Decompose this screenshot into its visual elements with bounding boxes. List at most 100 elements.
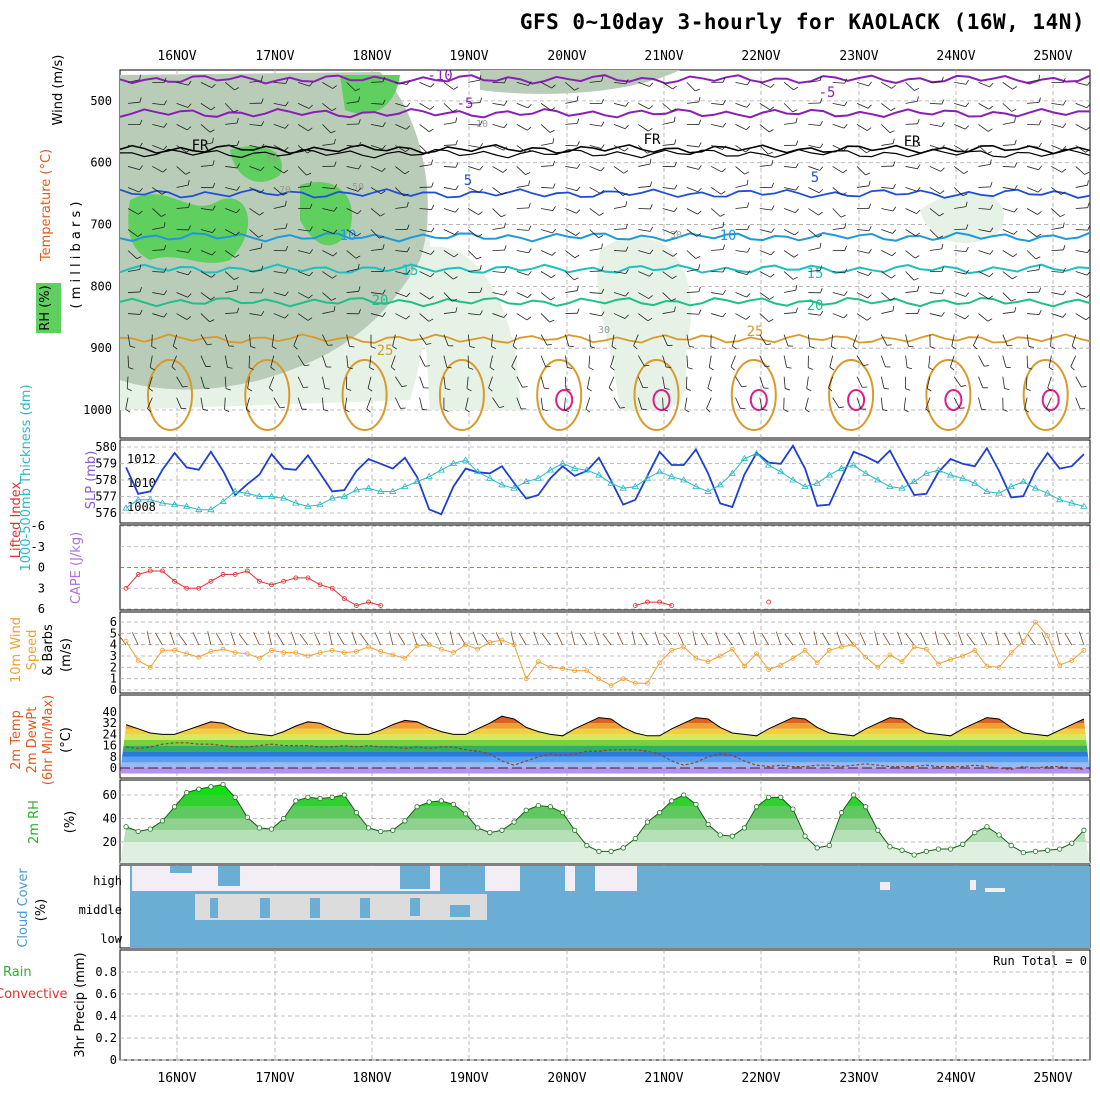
wind-barb xyxy=(152,292,165,296)
wind-barb xyxy=(443,250,455,258)
wind-barb xyxy=(127,291,141,293)
wind-barb xyxy=(662,82,673,90)
wind-barb xyxy=(978,376,984,388)
wind-barb xyxy=(565,250,576,259)
wind-barb-tick xyxy=(491,346,497,350)
wind-barb-tick xyxy=(965,246,969,252)
wind-barb-tick xyxy=(406,201,409,207)
wind10-barb xyxy=(238,633,248,646)
wind-barb xyxy=(589,166,601,172)
wind-barb xyxy=(516,271,529,276)
wind-barb xyxy=(492,166,504,173)
wind-barb-tick xyxy=(843,146,848,151)
wind-barb xyxy=(200,164,213,167)
wind-barb xyxy=(881,143,894,146)
wind-barb xyxy=(808,334,811,347)
rh-tick: 20 xyxy=(103,835,117,849)
wind-barb xyxy=(929,124,942,127)
wind-barb-tick xyxy=(163,77,167,83)
wind-barb xyxy=(783,376,786,389)
wind-barb-tick xyxy=(236,163,240,169)
wind10-barb xyxy=(472,631,479,646)
wind-barb xyxy=(1002,250,1014,258)
wind-barb xyxy=(419,229,432,233)
wind-barb-tick xyxy=(1048,367,1054,371)
wind10-barb xyxy=(397,632,406,646)
thickness-point xyxy=(1080,502,1088,509)
wind-barb-tick xyxy=(130,346,136,348)
wind-barb xyxy=(830,334,834,347)
wind-barb-tick xyxy=(527,271,532,276)
wind-barb-tick xyxy=(455,117,458,123)
wind-barb xyxy=(370,313,383,317)
wind-speed-point xyxy=(584,668,590,674)
wind-barb xyxy=(784,187,796,191)
wind-speed-point xyxy=(657,660,662,666)
wind10-barb xyxy=(230,631,236,646)
wind-barb-tick xyxy=(892,305,895,311)
wind-barb xyxy=(707,376,712,389)
wind-barb xyxy=(881,103,892,111)
wind-barb-tick xyxy=(663,409,669,412)
wind-barb-tick xyxy=(161,191,167,195)
wind-barb xyxy=(686,313,699,315)
wind-barb-tick xyxy=(829,366,835,371)
lifted-index-point xyxy=(305,575,311,581)
rh2m-point xyxy=(402,818,408,824)
wind-barb-tick xyxy=(406,80,411,85)
thickness-point xyxy=(219,497,227,504)
wind-barb xyxy=(1075,271,1088,276)
wind-barb xyxy=(152,226,165,230)
wind-barb xyxy=(152,145,164,151)
wind-barb xyxy=(419,313,430,322)
thickness-point xyxy=(946,471,955,478)
wind-barb xyxy=(1051,208,1061,217)
thickness-point xyxy=(461,456,470,463)
temp-contour-loop xyxy=(828,359,875,431)
wind-barb xyxy=(346,166,359,170)
cloud-clear-block xyxy=(880,882,890,890)
thickness-tick: 578 xyxy=(95,473,117,487)
wind-speed-point xyxy=(826,647,832,653)
wind-barb xyxy=(419,376,425,389)
wind-barb xyxy=(832,313,845,319)
wind-barb-tick xyxy=(151,346,157,349)
wind-barb-tick xyxy=(161,213,166,217)
rh2m-point xyxy=(147,826,153,832)
wind-barb-tick xyxy=(139,142,143,148)
wind10-barb xyxy=(1079,631,1085,646)
wind-tick: 6 xyxy=(110,615,117,629)
rh2m-point xyxy=(620,845,626,851)
wind-barb-tick xyxy=(785,388,791,391)
date-label-bottom: 23NOV xyxy=(839,1071,878,1086)
wind-barb-tick xyxy=(844,268,848,274)
wind-barb xyxy=(245,397,250,410)
wind-barb-tick xyxy=(282,192,288,196)
wind-barb xyxy=(249,187,261,194)
cloud-block xyxy=(450,905,470,917)
wind-barb xyxy=(613,81,626,85)
wind-barb xyxy=(1002,334,1008,346)
rh2m-point xyxy=(1032,848,1039,855)
date-label-bottom: 18NOV xyxy=(352,1071,391,1086)
temp-band xyxy=(120,740,1090,746)
thickness-point xyxy=(267,492,276,499)
wind-barb-tick xyxy=(1014,306,1017,313)
wind-barb xyxy=(565,122,578,125)
wind-barb-tick xyxy=(610,366,615,371)
wind-speed-point xyxy=(632,680,638,686)
wind-barb xyxy=(589,124,602,127)
wind-barb-tick xyxy=(349,345,355,348)
wind-barb xyxy=(711,226,724,230)
wind-barb xyxy=(735,397,741,409)
thickness-point xyxy=(958,474,967,481)
wind-barb xyxy=(613,228,627,230)
wind-barb-tick xyxy=(209,319,215,323)
rh2m-point xyxy=(353,810,360,816)
wind-barb-tick xyxy=(260,243,263,249)
wind-barb-tick xyxy=(892,229,897,234)
wind-barb xyxy=(346,101,359,104)
wind-barb xyxy=(784,289,796,293)
wind10-barb xyxy=(579,632,588,646)
wind-barb xyxy=(808,247,821,251)
